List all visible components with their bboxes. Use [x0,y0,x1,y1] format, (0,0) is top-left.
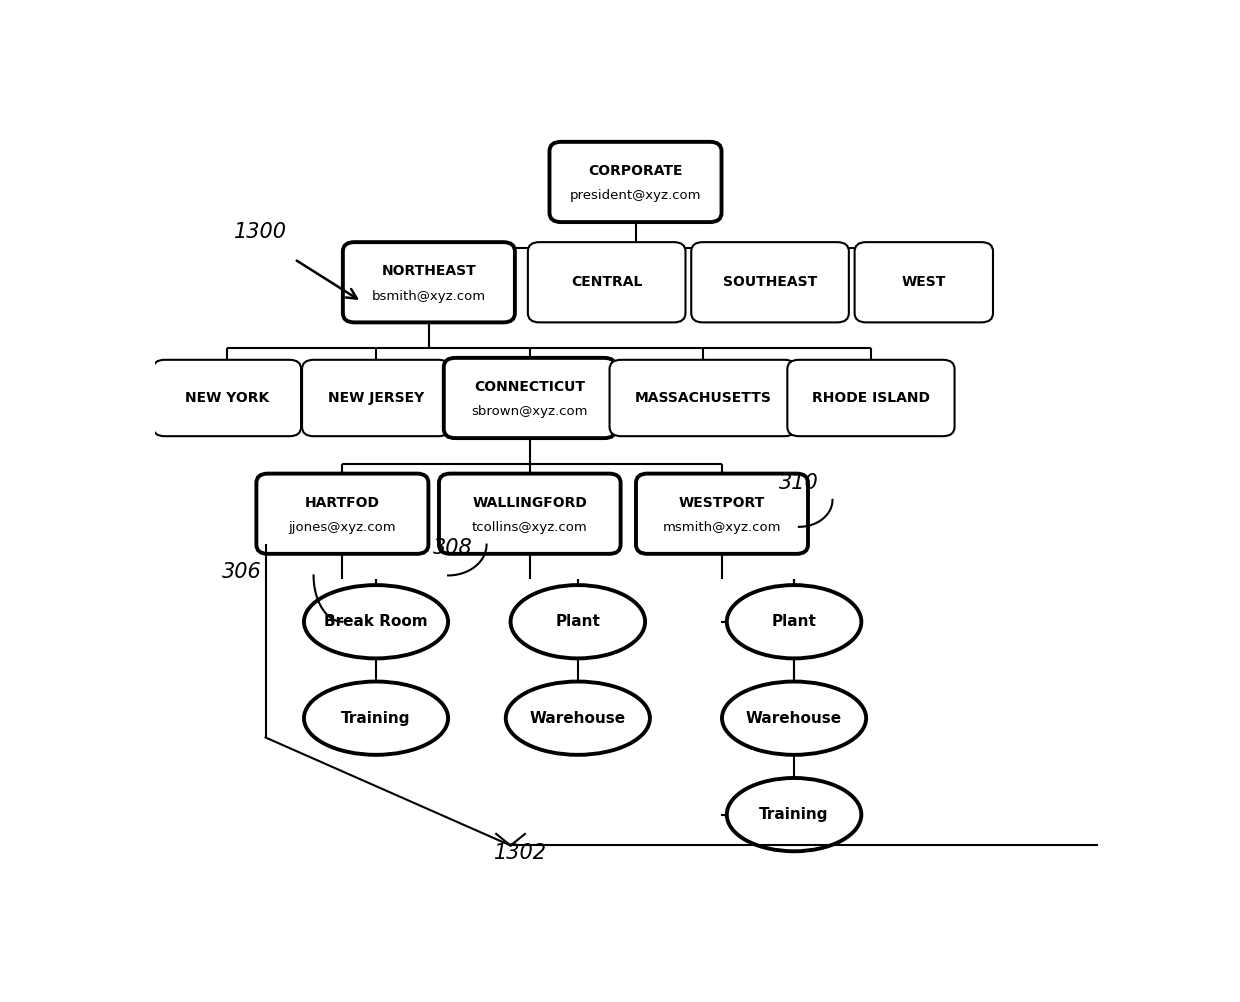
Text: HARTFOD: HARTFOD [305,496,379,510]
Text: jjones@xyz.com: jjones@xyz.com [289,521,397,534]
Text: 1302: 1302 [494,844,547,863]
FancyBboxPatch shape [528,242,686,323]
Text: president@xyz.com: president@xyz.com [569,189,702,202]
Text: SOUTHEAST: SOUTHEAST [723,276,817,290]
FancyBboxPatch shape [636,474,808,554]
Text: CORPORATE: CORPORATE [588,164,683,178]
Text: sbrown@xyz.com: sbrown@xyz.com [471,406,588,419]
Text: RHODE ISLAND: RHODE ISLAND [812,391,930,405]
Ellipse shape [511,585,645,658]
Ellipse shape [304,681,448,755]
Text: NEW JERSEY: NEW JERSEY [327,391,424,405]
Text: 1300: 1300 [234,222,288,242]
FancyBboxPatch shape [787,360,955,436]
Ellipse shape [722,681,867,755]
Ellipse shape [506,681,650,755]
Text: CONNECTICUT: CONNECTICUT [474,380,585,394]
Text: 310: 310 [779,473,818,493]
Text: Training: Training [759,808,828,822]
FancyBboxPatch shape [691,242,849,323]
FancyBboxPatch shape [153,360,301,436]
FancyBboxPatch shape [303,360,450,436]
Text: WALLINGFORD: WALLINGFORD [472,496,588,510]
Text: msmith@xyz.com: msmith@xyz.com [662,521,781,534]
Text: MASSACHUSETTS: MASSACHUSETTS [635,391,771,405]
Text: CENTRAL: CENTRAL [570,276,642,290]
Text: 306: 306 [222,561,262,581]
Text: Break Room: Break Room [324,614,428,629]
FancyBboxPatch shape [444,358,616,438]
Text: Training: Training [341,710,410,725]
Text: Plant: Plant [556,614,600,629]
Text: 308: 308 [433,538,472,558]
FancyBboxPatch shape [439,474,620,554]
FancyBboxPatch shape [343,242,515,323]
Text: Warehouse: Warehouse [746,710,842,725]
Ellipse shape [727,585,862,658]
FancyBboxPatch shape [257,474,428,554]
Text: WEST: WEST [901,276,946,290]
Text: Plant: Plant [771,614,816,629]
Text: NORTHEAST: NORTHEAST [382,265,476,279]
Text: WESTPORT: WESTPORT [678,496,765,510]
FancyBboxPatch shape [549,142,722,222]
Ellipse shape [304,585,448,658]
Ellipse shape [727,778,862,852]
FancyBboxPatch shape [854,242,993,323]
Text: tcollins@xyz.com: tcollins@xyz.com [472,521,588,534]
Text: bsmith@xyz.com: bsmith@xyz.com [372,290,486,303]
Text: Warehouse: Warehouse [529,710,626,725]
FancyBboxPatch shape [610,360,796,436]
Text: NEW YORK: NEW YORK [185,391,269,405]
